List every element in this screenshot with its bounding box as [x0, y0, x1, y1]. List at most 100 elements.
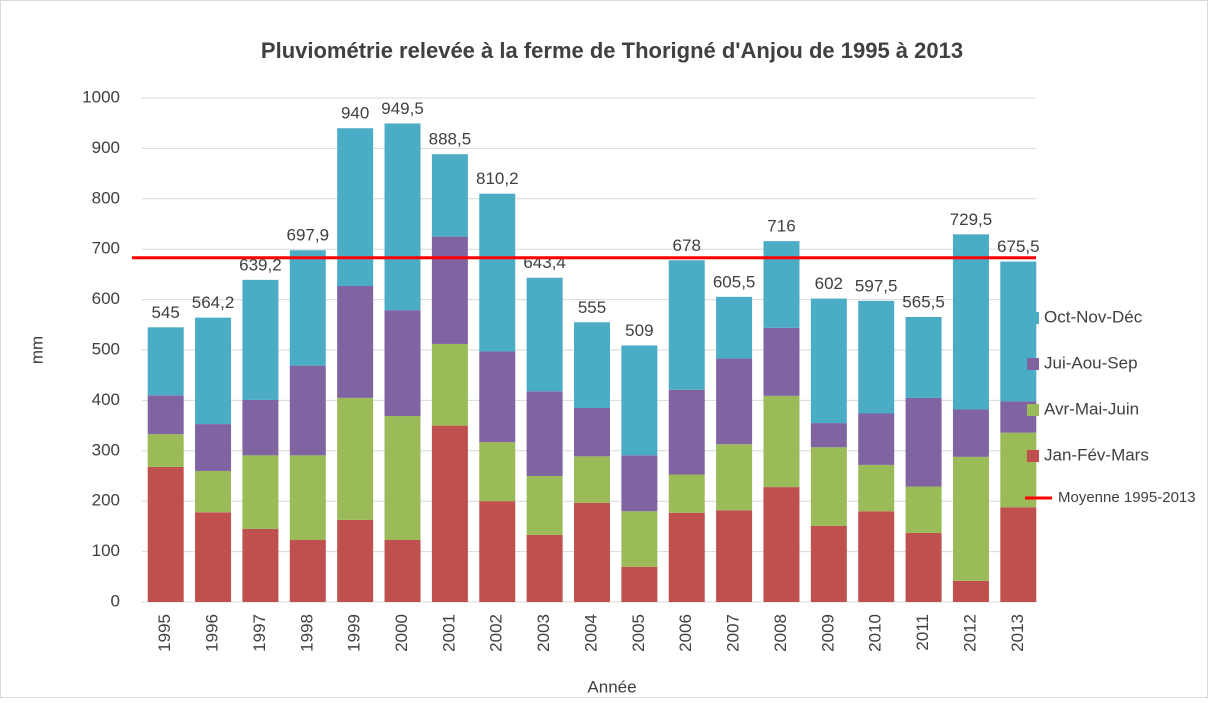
bar-segment	[905, 486, 942, 533]
bar-segment	[526, 476, 563, 535]
total-label: 716	[767, 217, 795, 236]
bar-segment	[574, 407, 610, 457]
legend-swatch	[1027, 404, 1039, 416]
bar-segment	[763, 395, 800, 488]
y-tick-label: 800	[92, 188, 120, 207]
x-tick-label: 2011	[913, 614, 932, 651]
y-tick-label: 700	[92, 239, 120, 258]
bar-segment	[763, 487, 800, 602]
x-axis-label: Année	[587, 677, 636, 696]
bar-segment	[431, 236, 468, 344]
total-label: 602	[815, 274, 843, 293]
bar-segment	[621, 566, 658, 602]
total-label: 605,5	[713, 272, 756, 291]
legend-label: Jui-Aou-Sep	[1044, 353, 1138, 372]
bar-segment	[952, 409, 989, 457]
bar-segment	[147, 434, 184, 467]
legend-swatch	[1027, 450, 1039, 462]
y-tick-label: 0	[111, 591, 120, 610]
bar-segment	[147, 466, 184, 602]
bar-segment	[858, 511, 895, 602]
y-tick-label: 300	[92, 440, 120, 459]
bar-segment	[905, 397, 942, 487]
bar-segment	[195, 317, 232, 425]
bar-segment	[1000, 507, 1037, 602]
bar-segment	[763, 241, 800, 328]
bar-segment	[621, 511, 658, 567]
total-label: 888,5	[429, 130, 472, 149]
bar-segment	[858, 300, 895, 414]
bar-segment	[289, 365, 326, 456]
bar-segment	[716, 358, 753, 445]
bar-segment	[574, 322, 610, 408]
y-tick-label: 200	[92, 491, 120, 510]
total-label: 564,2	[192, 293, 235, 312]
y-tick-label: 100	[92, 541, 120, 560]
bar-segment	[716, 510, 753, 602]
bar-segment	[479, 442, 516, 502]
bar-segment	[763, 327, 800, 396]
total-label: 949,5	[381, 99, 424, 118]
legend-swatch	[1027, 312, 1039, 324]
bar-segment	[668, 474, 705, 513]
total-label: 509	[625, 321, 653, 340]
bar-segment	[810, 447, 847, 526]
bar-segment	[384, 310, 421, 417]
legend-label: Avr-Mai-Juin	[1044, 399, 1139, 418]
bar-segment	[147, 327, 184, 396]
bar-segment	[526, 277, 563, 392]
total-label: 555	[578, 298, 606, 317]
y-tick-label: 1000	[82, 87, 120, 106]
y-tick-label: 400	[92, 390, 120, 409]
total-label: 729,5	[950, 210, 993, 229]
x-tick-label: 2007	[724, 614, 743, 652]
bar-segment	[526, 534, 563, 602]
x-tick-label: 1998	[297, 614, 316, 652]
x-tick-label: 2013	[1008, 614, 1027, 652]
y-axis-label: mm	[27, 336, 46, 364]
bar-segment	[337, 285, 374, 398]
x-tick-label: 2004	[581, 614, 600, 652]
bar-segment	[716, 296, 753, 359]
bar-segment	[337, 128, 374, 286]
total-label: 643,4	[523, 253, 566, 272]
x-tick-label: 2002	[487, 614, 506, 652]
bar-segment	[289, 540, 326, 602]
bar-segment	[810, 525, 847, 602]
bar-segment	[905, 316, 942, 398]
x-tick-label: 1997	[250, 614, 269, 652]
bar-segment	[952, 580, 989, 602]
bar-segment	[858, 413, 895, 465]
y-tick-label: 500	[92, 339, 120, 358]
total-label: 697,9	[287, 226, 330, 245]
bar-segment	[384, 123, 421, 311]
bar-segment	[289, 250, 326, 366]
bar-segment	[668, 260, 705, 390]
bar-segment	[242, 279, 279, 400]
bar-segment	[810, 298, 847, 424]
total-label: 940	[341, 104, 369, 123]
bar-segment	[195, 512, 232, 602]
total-label: 597,5	[855, 276, 898, 295]
bar-segment	[337, 519, 374, 602]
x-tick-label: 2012	[960, 614, 979, 652]
bar-segment	[384, 540, 421, 602]
bar-segment	[574, 502, 610, 602]
x-tick-label: 2008	[771, 614, 790, 652]
x-tick-label: 2010	[866, 614, 885, 652]
x-tick-label: 2000	[392, 614, 411, 652]
bar-segment	[621, 345, 658, 456]
bar-segment	[195, 424, 232, 471]
bar-segment	[195, 470, 232, 513]
bar-segment	[1000, 261, 1037, 402]
bar-segment	[337, 397, 374, 520]
bar-segment	[526, 391, 563, 476]
bar-segment	[431, 343, 468, 426]
total-label: 810,2	[476, 169, 519, 188]
bar-segment	[479, 351, 516, 443]
x-tick-label: 2003	[534, 614, 553, 652]
bar-segment	[621, 455, 658, 512]
total-label: 675,5	[997, 237, 1040, 256]
chart-title: Pluviométrie relevée à la ferme de Thori…	[261, 38, 963, 63]
